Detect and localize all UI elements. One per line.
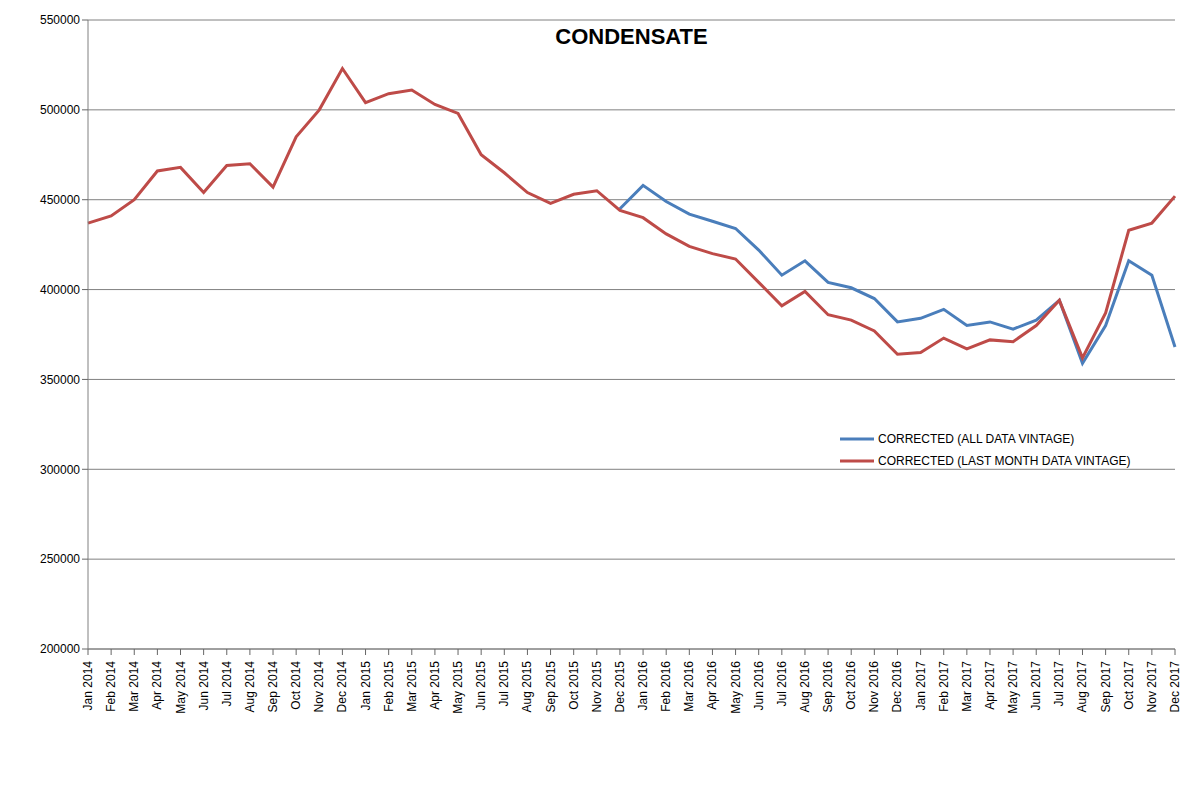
svg-text:Mar 2017: Mar 2017: [960, 661, 974, 712]
svg-text:450000: 450000: [40, 193, 80, 207]
svg-text:250000: 250000: [40, 552, 80, 566]
svg-text:Dec 2014: Dec 2014: [335, 661, 349, 713]
svg-text:200000: 200000: [40, 642, 80, 656]
svg-text:Feb 2014: Feb 2014: [104, 661, 118, 712]
svg-text:Jun 2015: Jun 2015: [474, 661, 488, 711]
svg-text:Mar 2015: Mar 2015: [405, 661, 419, 712]
svg-text:Aug 2015: Aug 2015: [520, 661, 534, 713]
svg-text:Apr 2014: Apr 2014: [150, 661, 164, 710]
svg-text:Oct 2016: Oct 2016: [844, 661, 858, 710]
svg-text:Feb 2016: Feb 2016: [659, 661, 673, 712]
svg-text:Dec 2016: Dec 2016: [890, 661, 904, 713]
svg-text:Aug 2016: Aug 2016: [798, 661, 812, 713]
svg-text:Aug 2014: Aug 2014: [243, 661, 257, 713]
svg-text:May 2014: May 2014: [174, 661, 188, 714]
svg-text:Nov 2014: Nov 2014: [312, 661, 326, 713]
svg-text:Jan 2017: Jan 2017: [914, 661, 928, 711]
html-text:CONDENSATE: CONDENSATE: [555, 24, 708, 49]
svg-text:May 2016: May 2016: [729, 661, 743, 714]
svg-text:Oct 2015: Oct 2015: [567, 661, 581, 710]
svg-text:Jul 2015: Jul 2015: [497, 661, 511, 707]
svg-text:550000: 550000: [40, 13, 80, 27]
svg-text:350000: 350000: [40, 373, 80, 387]
svg-text:Nov 2016: Nov 2016: [867, 661, 881, 713]
svg-text:Jun 2016: Jun 2016: [752, 661, 766, 711]
svg-text:300000: 300000: [40, 463, 80, 477]
svg-text:Jul 2017: Jul 2017: [1052, 661, 1066, 707]
svg-text:Feb 2015: Feb 2015: [382, 661, 396, 712]
svg-text:Sep 2014: Sep 2014: [266, 661, 280, 713]
svg-text:Jan 2015: Jan 2015: [359, 661, 373, 711]
svg-text:Dec 2015: Dec 2015: [613, 661, 627, 713]
svg-text:Jun 2014: Jun 2014: [197, 661, 211, 711]
svg-text:Jul 2014: Jul 2014: [220, 661, 234, 707]
html-text:CORRECTED (LAST MONTH DATA VIN: CORRECTED (LAST MONTH DATA VINTAGE): [878, 454, 1131, 468]
svg-text:Mar 2014: Mar 2014: [127, 661, 141, 712]
html-text:CORRECTED (ALL DATA VINTAGE): CORRECTED (ALL DATA VINTAGE): [878, 432, 1075, 446]
svg-text:Oct 2017: Oct 2017: [1122, 661, 1136, 710]
svg-text:Jun 2017: Jun 2017: [1029, 661, 1043, 711]
svg-text:500000: 500000: [40, 103, 80, 117]
svg-text:Apr 2017: Apr 2017: [983, 661, 997, 710]
svg-text:Dec 2017: Dec 2017: [1168, 661, 1182, 713]
svg-text:Oct 2014: Oct 2014: [289, 661, 303, 710]
svg-text:Sep 2016: Sep 2016: [821, 661, 835, 713]
svg-text:Feb 2017: Feb 2017: [937, 661, 951, 712]
svg-text:May 2015: May 2015: [451, 661, 465, 714]
svg-text:Jul 2016: Jul 2016: [775, 661, 789, 707]
svg-text:Jan 2016: Jan 2016: [636, 661, 650, 711]
svg-text:Sep 2017: Sep 2017: [1099, 661, 1113, 713]
svg-text:Mar 2016: Mar 2016: [682, 661, 696, 712]
svg-text:Aug 2017: Aug 2017: [1075, 661, 1089, 713]
svg-text:Sep 2015: Sep 2015: [544, 661, 558, 713]
svg-text:Apr 2015: Apr 2015: [428, 661, 442, 710]
svg-text:Apr 2016: Apr 2016: [705, 661, 719, 710]
svg-text:Jan 2014: Jan 2014: [81, 661, 95, 711]
svg-text:Nov 2017: Nov 2017: [1145, 661, 1159, 713]
svg-text:400000: 400000: [40, 283, 80, 297]
svg-text:May 2017: May 2017: [1006, 661, 1020, 714]
svg-text:Nov 2015: Nov 2015: [590, 661, 604, 713]
